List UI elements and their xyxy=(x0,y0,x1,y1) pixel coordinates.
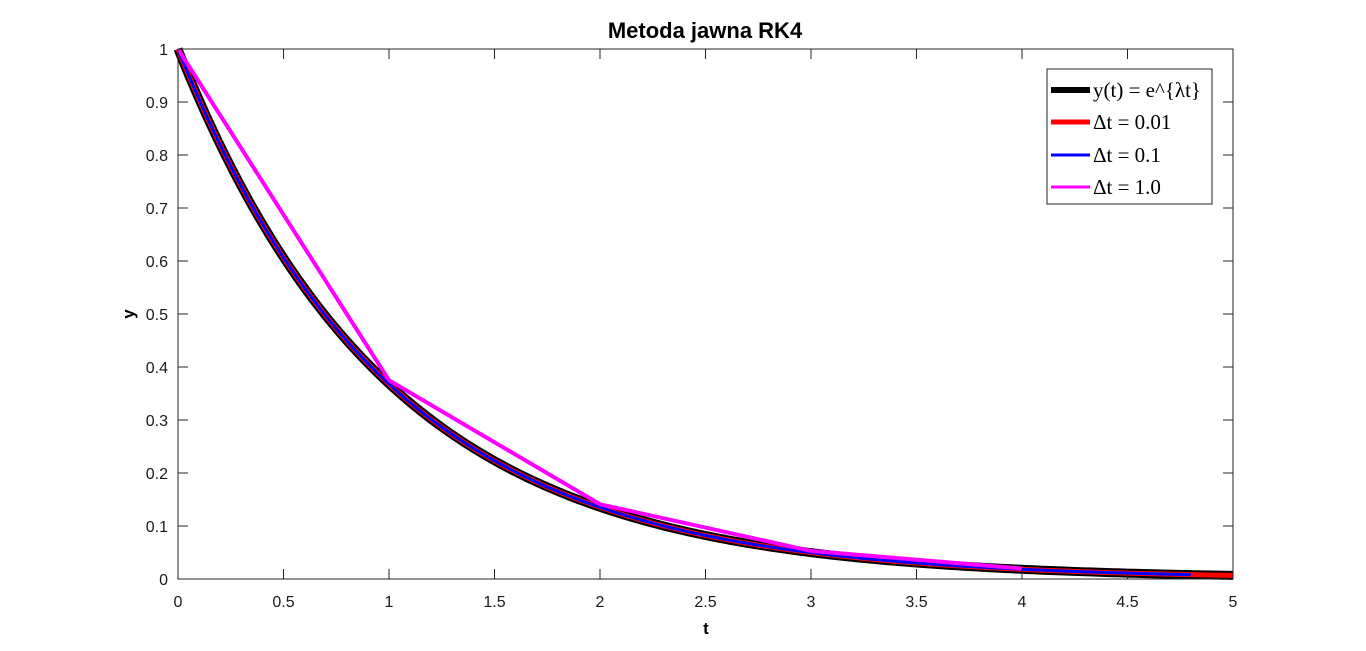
ticks-layer: 0 0.5 1 1.5 2 2.5 3 3.5 4 4.5 5 0 0.1 0.2 0.3 0.4 0.5 0.6… xyxy=(146,42,1238,611)
legend-label-dt-1: Δt = 1.0 xyxy=(1093,175,1161,199)
x-tick-label: 0 xyxy=(174,594,183,611)
x-tick-label: 4.5 xyxy=(1116,594,1138,611)
x-tick-label: 3.5 xyxy=(905,594,927,611)
y-tick-label: 0.6 xyxy=(146,254,168,271)
legend-label-dt-01: Δt = 0.1 xyxy=(1093,143,1161,167)
y-tick-label: 0.1 xyxy=(146,519,168,536)
y-tick-label: 0.3 xyxy=(146,413,168,430)
y-tick-label: 0.9 xyxy=(146,95,168,112)
legend-label-exact: y(t) = e^{λt} xyxy=(1093,78,1201,102)
x-tick-label: 1.5 xyxy=(483,594,505,611)
chart-title: Metoda jawna RK4 xyxy=(608,18,803,43)
y-tick-label: 0.5 xyxy=(146,307,168,324)
series-line-dt-1 xyxy=(176,47,1023,571)
y-tick-label: 0 xyxy=(159,572,168,589)
x-tick-label: 5 xyxy=(1229,594,1238,611)
y-tick-label: 0.8 xyxy=(146,148,168,165)
x-tick-label: 1 xyxy=(385,594,394,611)
x-axis-label: t xyxy=(703,619,709,638)
x-tick-label: 4 xyxy=(1018,594,1027,611)
y-tick-label: 0.4 xyxy=(146,360,168,377)
x-tick-label: 0.5 xyxy=(272,594,294,611)
y-tick-label: 0.2 xyxy=(146,466,168,483)
y-tick-label: 1 xyxy=(159,42,168,59)
legend-label-dt-001: Δt = 0.01 xyxy=(1093,110,1171,134)
y-tick-label: 0.7 xyxy=(146,201,168,218)
y-axis-label: y xyxy=(119,309,138,319)
x-tick-label: 2 xyxy=(596,594,605,611)
legend: y(t) = e^{λt} Δt = 0.01 Δt = 0.1 Δt = 1.… xyxy=(1046,68,1213,205)
x-tick-label: 2.5 xyxy=(694,594,716,611)
x-tick-label: 3 xyxy=(807,594,816,611)
